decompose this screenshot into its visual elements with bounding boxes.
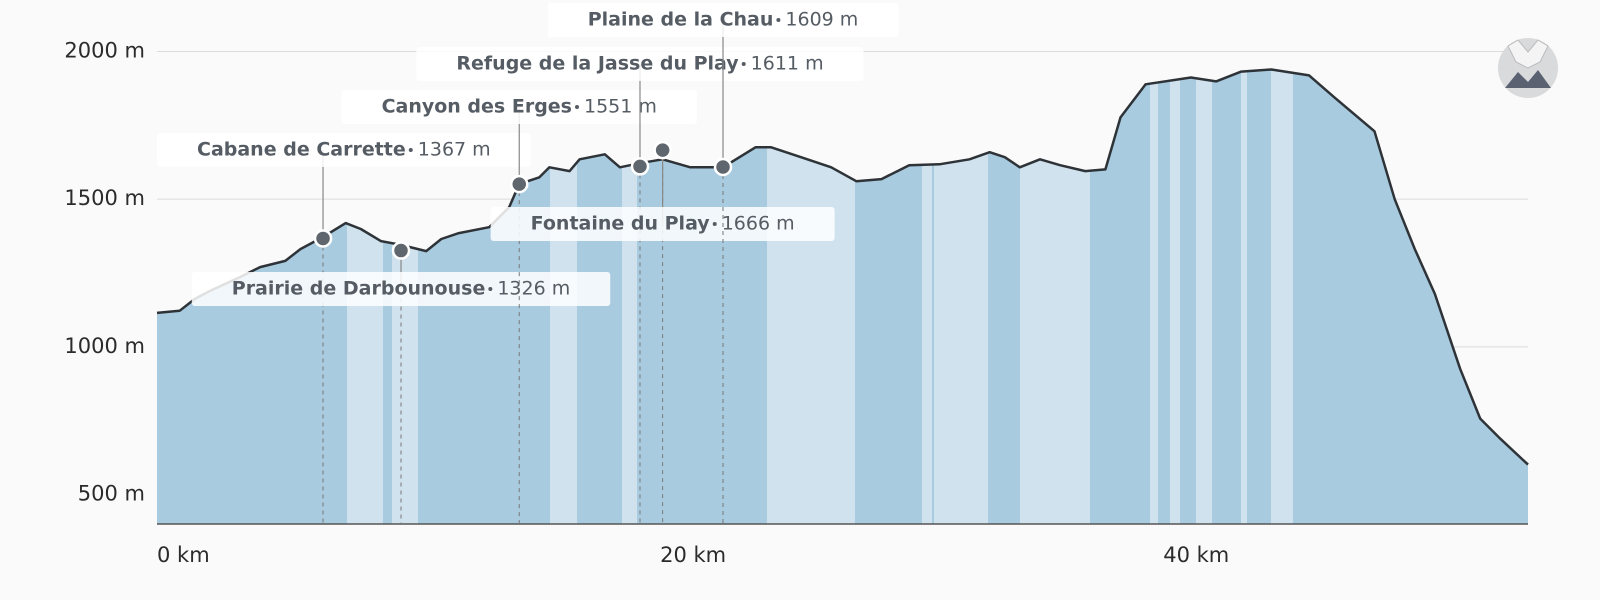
surface-band — [767, 69, 855, 524]
marker-label-box — [157, 133, 531, 167]
surface-band — [1196, 69, 1212, 524]
marker-label-box — [341, 90, 697, 124]
surface-band — [922, 69, 932, 524]
surface-band — [1020, 69, 1036, 524]
marker-label: Fontaine du Play 1666 m — [490, 207, 835, 241]
surface-band — [622, 69, 637, 524]
x-tick-label: 20 km — [660, 543, 726, 567]
area-fill — [157, 69, 1528, 524]
marker-point — [313, 229, 333, 248]
marker-point — [391, 241, 411, 260]
y-tick-label: 500 m — [78, 481, 145, 505]
marker-elevation: 1367 m — [418, 139, 491, 161]
y-tick-label: 2000 m — [64, 39, 145, 63]
marker-name: Canyon des Erges — [382, 96, 572, 118]
marker-name: Cabane de Carrette — [197, 139, 406, 161]
marker-point — [713, 157, 733, 177]
y-tick-label: 1000 m — [64, 334, 145, 358]
marker-point — [509, 174, 529, 194]
marker-elevation: 1611 m — [751, 53, 824, 75]
marker-label-box — [416, 47, 864, 81]
profile-line — [156, 68, 1529, 466]
x-tick-label: 0 km — [157, 543, 210, 567]
marker-label: Prairie de Darbounouse 1326 m — [191, 272, 611, 306]
marker-elevation: 1551 m — [584, 96, 657, 118]
separator — [776, 18, 781, 22]
separator — [712, 222, 717, 226]
marker-label-box — [191, 272, 611, 306]
marker-elevation: 1666 m — [722, 213, 795, 235]
marker-name: Fontaine du Play — [531, 213, 711, 235]
logo — [1498, 38, 1558, 98]
marker-label: Canyon des Erges 1551 m — [341, 90, 697, 124]
x-tick-label: 40 km — [1163, 543, 1229, 567]
separator — [741, 62, 746, 66]
marker-elevation: 1326 m — [497, 278, 570, 300]
marker-label-box — [547, 3, 899, 37]
surface-band — [1241, 69, 1247, 524]
marker-label-box — [490, 207, 835, 241]
marker-point — [653, 140, 672, 160]
separator — [408, 148, 413, 152]
marker-point — [630, 157, 650, 176]
surface-band — [1150, 69, 1158, 524]
y-tick-label: 1500 m — [64, 186, 145, 210]
separator — [575, 105, 580, 109]
marker-label: Plaine de la Chau 1609 m — [547, 3, 899, 37]
surface-band — [1271, 69, 1293, 524]
marker-name: Prairie de Darbounouse — [232, 278, 486, 300]
marker-elevation: 1609 m — [785, 9, 858, 31]
marker-label: Cabane de Carrette 1367 m — [157, 133, 531, 167]
surface-band — [1170, 69, 1180, 524]
surface-band — [1036, 69, 1090, 524]
marker-label: Refuge de la Jasse du Play 1611 m — [416, 47, 864, 81]
marker-name: Refuge de la Jasse du Play — [456, 53, 739, 75]
surface-band — [934, 69, 988, 524]
marker-name: Plaine de la Chau — [588, 9, 774, 31]
separator — [488, 287, 493, 291]
